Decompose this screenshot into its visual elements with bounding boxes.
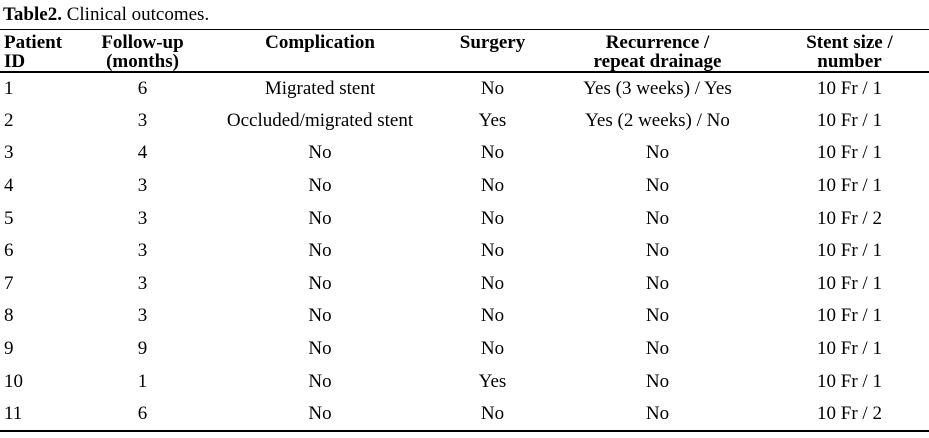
col-header-recurrence: Recurrence / repeat drainage (545, 30, 770, 73)
cell-patient-id: 11 (0, 397, 85, 432)
table-row: 9 9 No No No 10 Fr / 1 (0, 333, 929, 366)
cell-complication: No (308, 207, 332, 229)
cell-stent-size: 10 Fr / 1 (817, 175, 882, 197)
cell-patient-id: 1 (4, 77, 14, 99)
col-header-patient-id: Patient ID (0, 30, 85, 73)
cell-complication: No (308, 338, 332, 360)
table-row: 1 6 Migrated stent No Yes (3 weeks) / Ye… (0, 72, 929, 105)
table-caption-text: Clinical outcomes. (61, 4, 210, 25)
cell-complication: No (308, 142, 332, 164)
cell-recurrence: No (645, 338, 670, 360)
cell-follow-up: 3 (137, 305, 148, 327)
table-row: 11 6 No No No 10 Fr / 2 (0, 397, 929, 432)
cell-follow-up: 6 (85, 397, 200, 432)
table-row: 7 3 No No No 10 Fr / 1 (0, 268, 929, 301)
cell-follow-up: 9 (137, 338, 148, 360)
cell-surgery: No (480, 338, 505, 360)
cell-surgery: No (440, 397, 545, 432)
cell-stent-size: 10 Fr / 1 (817, 305, 882, 327)
cell-patient-id: 3 (4, 142, 14, 164)
cell-stent-size: 10 Fr / 1 (817, 240, 882, 262)
clinical-outcomes-table: Patient ID Follow-up (months) Complicati… (0, 30, 929, 432)
cell-recurrence: No (645, 370, 670, 392)
cell-follow-up: 3 (137, 240, 148, 262)
cell-surgery: No (480, 305, 505, 327)
cell-recurrence: No (645, 240, 670, 262)
cell-surgery: No (480, 207, 505, 229)
cell-patient-id: 7 (4, 272, 14, 294)
cell-recurrence: Yes (2 weeks) / No (585, 109, 730, 131)
cell-stent-size: 10 Fr / 1 (817, 109, 882, 131)
cell-complication: No (308, 240, 332, 262)
col-header-complication: Complication (200, 30, 440, 73)
table-row: 3 4 No No No 10 Fr / 1 (0, 137, 929, 170)
cell-surgery: No (480, 240, 505, 262)
cell-surgery: No (480, 175, 505, 197)
cell-follow-up: 1 (137, 370, 148, 392)
cell-patient-id: 9 (4, 338, 14, 360)
cell-patient-id: 2 (4, 109, 14, 131)
cell-recurrence: No (645, 175, 670, 197)
cell-stent-size: 10 Fr / 1 (817, 142, 882, 164)
table-row: 8 3 No No No 10 Fr / 1 (0, 300, 929, 333)
cell-stent-size: 10 Fr / 1 (817, 272, 882, 294)
cell-recurrence: No (645, 142, 670, 164)
cell-surgery: Yes (478, 370, 507, 392)
cell-complication: Migrated stent (264, 77, 376, 99)
col-header-stent-size: Stent size / number (770, 30, 929, 73)
table-row: 5 3 No No No 10 Fr / 2 (0, 202, 929, 235)
cell-follow-up: 6 (137, 77, 148, 99)
cell-complication: No (200, 397, 440, 432)
cell-stent-size: 10 Fr / 1 (817, 338, 882, 360)
cell-complication: Occluded/migrated stent (226, 109, 414, 131)
cell-complication: No (308, 370, 332, 392)
table-row: 2 3 Occluded/migrated stent Yes Yes (2 w… (0, 105, 929, 138)
cell-stent-size: 10 Fr / 2 (770, 397, 929, 432)
cell-recurrence: No (645, 305, 670, 327)
table-caption-number: Table2. (3, 4, 62, 25)
cell-patient-id: 8 (4, 305, 14, 327)
cell-follow-up: 3 (137, 175, 148, 197)
cell-recurrence: No (645, 207, 670, 229)
cell-complication: No (308, 305, 332, 327)
cell-follow-up: 3 (137, 207, 148, 229)
cell-follow-up: 3 (137, 272, 148, 294)
table-row: 4 3 No No No 10 Fr / 1 (0, 170, 929, 203)
cell-surgery: Yes (478, 109, 507, 131)
cell-complication: No (308, 272, 332, 294)
cell-follow-up: 4 (137, 142, 148, 164)
col-header-surgery: Surgery (440, 30, 545, 73)
cell-stent-size: 10 Fr / 1 (817, 370, 882, 392)
col-header-follow-up: Follow-up (months) (85, 30, 200, 73)
cell-patient-id: 10 (4, 370, 23, 392)
table-row: 6 3 No No No 10 Fr / 1 (0, 235, 929, 268)
cell-stent-size: 10 Fr / 1 (817, 77, 882, 99)
cell-patient-id: 5 (4, 207, 14, 229)
cell-complication: No (308, 175, 332, 197)
cell-stent-size: 10 Fr / 2 (817, 207, 882, 229)
cell-patient-id: 4 (4, 175, 14, 197)
cell-surgery: No (480, 77, 505, 99)
table-caption: Table2. Clinical outcomes. (0, 0, 929, 30)
cell-surgery: No (480, 142, 505, 164)
cell-surgery: No (480, 272, 505, 294)
table-row: 10 1 No Yes No 10 Fr / 1 (0, 365, 929, 398)
table-header-row: Patient ID Follow-up (months) Complicati… (0, 30, 929, 73)
cell-recurrence: Yes (3 weeks) / Yes (583, 77, 732, 99)
cell-recurrence: No (645, 272, 670, 294)
cell-follow-up: 3 (137, 109, 148, 131)
cell-patient-id: 6 (4, 240, 14, 262)
cell-recurrence: No (545, 397, 770, 432)
